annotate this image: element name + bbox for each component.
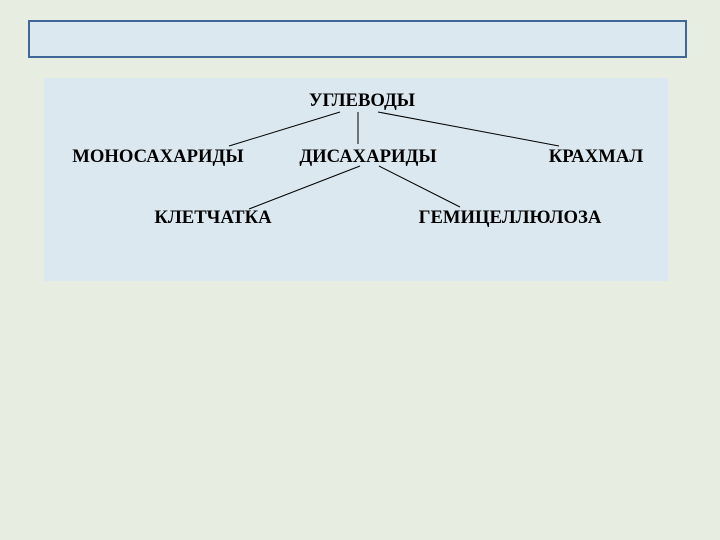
node-root: УГЛЕВОДЫ [307,90,417,112]
node-mono: МОНОСАХАРИДЫ [63,146,253,168]
node-di: ДИСАХАРИДЫ [293,146,443,168]
node-starch: КРАХМАЛ [541,146,651,168]
title-bar [28,20,687,58]
node-fiber: КЛЕТЧАТКА [148,207,278,229]
node-hemi: ГЕМИЦЕЛЛЮЛОЗА [410,207,610,229]
